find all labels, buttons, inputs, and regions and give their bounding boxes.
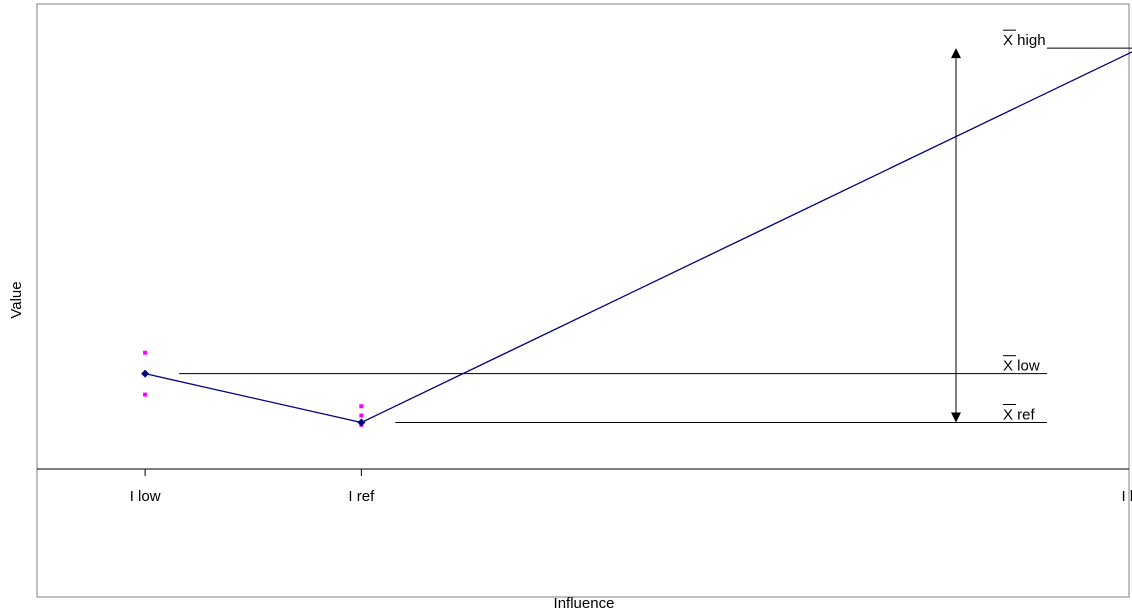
x-axis-label: Influence [554, 595, 615, 612]
reference-line-labels: X low X ref X high [1003, 29, 1046, 424]
x-tick-label-1: I ref [348, 488, 375, 505]
replicate-point-0-1 [143, 392, 148, 397]
x-tick-label-0: I low [130, 488, 161, 505]
x-axis-ticks [144, 469, 362, 476]
reference-line-label-1: X ref [1003, 407, 1036, 424]
reference-line-label-2: X high [1003, 32, 1046, 49]
difference-arrow-head-bottom [951, 412, 961, 423]
mean-points [141, 369, 366, 427]
mean-point-0 [141, 369, 150, 378]
reference-lines [179, 47, 1132, 423]
replicate-points [143, 350, 364, 427]
x-axis-tick-labels: I low I ref I high [130, 488, 1132, 505]
plot-frame [36, 3, 1130, 598]
mean-point-1 [357, 418, 366, 427]
series-segment-1 [361, 51, 1132, 424]
difference-arrow [951, 48, 961, 423]
series-lines [144, 51, 1132, 424]
series-segment-0 [144, 373, 362, 424]
reference-line-label-0: X low [1003, 358, 1040, 375]
difference-arrow-head-top [951, 48, 961, 59]
replicate-point-1-1 [359, 413, 364, 418]
y-axis-label: Value [8, 281, 25, 318]
x-tick-label-2: I high [1121, 488, 1132, 505]
replicate-point-1-0 [359, 404, 364, 409]
replicate-point-0-0 [143, 350, 148, 355]
